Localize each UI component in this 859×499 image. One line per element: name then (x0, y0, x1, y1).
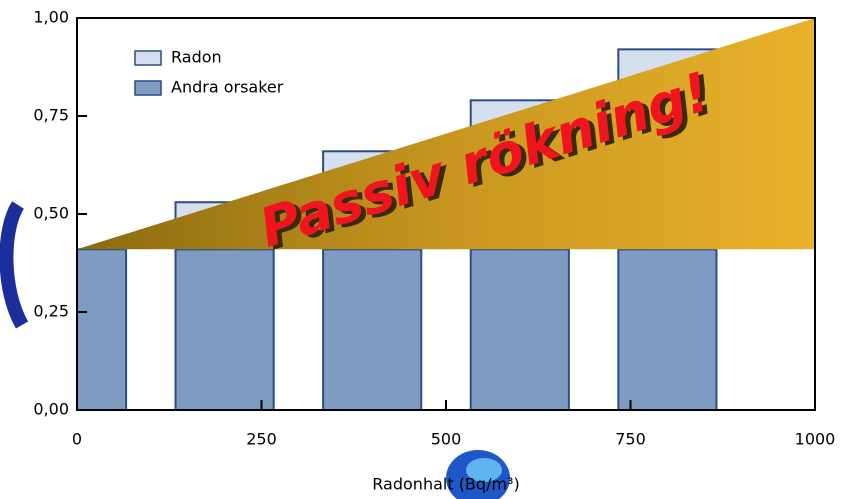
legend-swatch (134, 50, 162, 66)
y-tick-label: 0,00 (33, 400, 69, 419)
legend-label: Radon (171, 48, 222, 67)
y-tick-label: 1,00 (33, 8, 69, 27)
x-tick-label: 250 (246, 430, 277, 449)
bar-segment (174, 248, 275, 410)
x-tick-label: 0 (72, 430, 82, 449)
y-tick-label: 0,75 (33, 106, 69, 125)
x-axis-label: Radonhalt (Bq/m³) (372, 475, 519, 494)
bar-segment (469, 248, 570, 410)
bar-segment (617, 248, 718, 410)
decoration (0, 201, 29, 329)
x-tick-label: 500 (431, 430, 462, 449)
decoration (466, 458, 502, 482)
y-tick-label: 0,50 (33, 204, 69, 223)
annotation-wedge (77, 18, 815, 250)
bar-segment (322, 248, 423, 410)
legend-label: Andra orsaker (171, 78, 284, 97)
y-tick-label: 0,25 (33, 302, 69, 321)
plot-area (77, 18, 815, 410)
legend-swatch (134, 80, 162, 96)
bar-segment (77, 248, 128, 410)
x-tick-label: 1000 (795, 430, 836, 449)
x-tick-label: 750 (615, 430, 646, 449)
